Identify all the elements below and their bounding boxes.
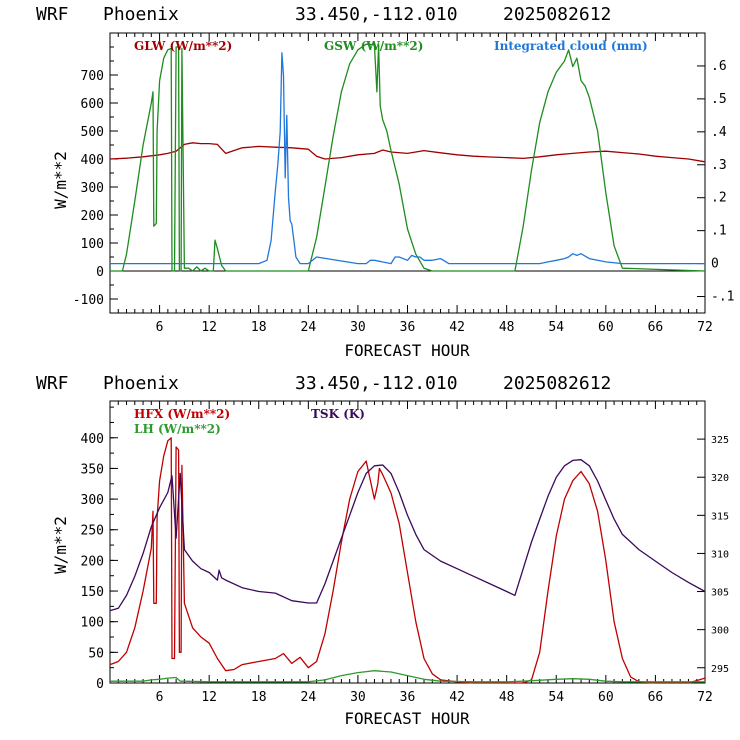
chart2-y-axis-label: W/m**2 bbox=[51, 516, 70, 574]
y2-tick-label: 305 bbox=[711, 588, 729, 599]
y-tick-label: 350 bbox=[81, 462, 104, 477]
y2-tick-label: 310 bbox=[711, 549, 729, 560]
x-tick-label: 60 bbox=[598, 690, 614, 705]
chart2-model-label: WRF bbox=[36, 373, 69, 394]
y2-tick-label: 295 bbox=[711, 664, 729, 675]
y2-tick-label: .2 bbox=[711, 191, 727, 206]
chart2-header: WRF Phoenix 33.450,-112.010 2025082612 bbox=[36, 373, 611, 394]
x-tick-label: 66 bbox=[648, 690, 664, 705]
y-tick-label: 0 bbox=[96, 265, 104, 280]
y-tick-label: 250 bbox=[81, 524, 104, 539]
x-tick-label: 60 bbox=[598, 320, 614, 335]
legend-lh: LH (W/m**2) bbox=[134, 422, 221, 436]
chart1-init-label: 2025082612 bbox=[503, 4, 611, 25]
y-tick-label: 200 bbox=[81, 554, 104, 569]
chart2-legend: HFX (W/m**2) LH (W/m**2) TSK (K) bbox=[134, 407, 365, 436]
y2-tick-label: 325 bbox=[711, 435, 729, 446]
y2-tick-label: 315 bbox=[711, 511, 729, 522]
chart1-x-axis-label: FORECAST HOUR bbox=[344, 341, 470, 360]
y-tick-label: 100 bbox=[81, 237, 104, 252]
y-tick-label: 150 bbox=[81, 585, 104, 600]
chart1-model-label: WRF bbox=[36, 4, 69, 25]
radiation-chart: 6 12 18 24 30 36 42 48 54 60 66 72 -100 0 100 200 300 400… bbox=[51, 32, 734, 360]
series-line-cloud bbox=[110, 52, 705, 265]
y-tick-label: 100 bbox=[81, 616, 104, 631]
legend-glw: GLW (W/m**2) bbox=[134, 39, 232, 53]
x-tick-label: 42 bbox=[449, 690, 465, 705]
legend-hfx: HFX (W/m**2) bbox=[134, 407, 230, 421]
y-tick-label: 500 bbox=[81, 125, 104, 140]
chart2-axes: 6 12 18 24 30 36 42 48 54 60 66 72 0 50 100 150 200 250 30… bbox=[81, 401, 729, 705]
y-tick-label: 200 bbox=[81, 209, 104, 224]
chart2-plot-frame bbox=[109, 400, 706, 684]
x-tick-label: 30 bbox=[350, 320, 366, 335]
y2-tick-label: 320 bbox=[711, 473, 729, 484]
chart1-y-axis-label: W/m**2 bbox=[51, 151, 70, 209]
y-tick-label: 50 bbox=[88, 646, 104, 661]
x-tick-label: 6 bbox=[156, 320, 164, 335]
series-line-tsk bbox=[109, 459, 706, 612]
legend-cloud: Integrated cloud (mm) bbox=[494, 39, 648, 53]
x-tick-label: 6 bbox=[156, 690, 164, 705]
y-tick-label: 0 bbox=[96, 677, 104, 692]
y2-tick-label: .5 bbox=[711, 92, 727, 107]
legend-gsw: GSW (W/m**2) bbox=[324, 39, 423, 53]
y2-tick-label: .4 bbox=[711, 125, 727, 140]
legend-tsk: TSK (K) bbox=[311, 407, 365, 421]
x-tick-label: 30 bbox=[350, 690, 366, 705]
y2-tick-label: .6 bbox=[711, 59, 727, 74]
chart1-station-label: Phoenix bbox=[103, 4, 179, 25]
x-tick-label: 24 bbox=[301, 690, 317, 705]
chart2-series bbox=[109, 437, 706, 684]
series-line-glw bbox=[109, 142, 706, 163]
y2-tick-label: .3 bbox=[711, 158, 727, 173]
y2-tick-label: 300 bbox=[711, 626, 729, 637]
x-tick-label: 66 bbox=[648, 320, 664, 335]
x-tick-label: 54 bbox=[548, 320, 564, 335]
chart1-series bbox=[109, 43, 706, 272]
x-tick-label: 48 bbox=[499, 320, 515, 335]
y-tick-label: 700 bbox=[81, 69, 104, 84]
x-tick-label: 18 bbox=[251, 320, 267, 335]
surface-flux-chart: 6 12 18 24 30 36 42 48 54 60 66 72 0 50 100 150 200 250 30… bbox=[51, 400, 729, 728]
x-tick-label: 18 bbox=[251, 690, 267, 705]
x-tick-label: 54 bbox=[548, 690, 564, 705]
y2-tick-label: .1 bbox=[711, 224, 727, 239]
y-tick-label: 400 bbox=[81, 432, 104, 447]
x-tick-label: 72 bbox=[697, 320, 713, 335]
x-tick-label: 48 bbox=[499, 690, 515, 705]
series-line-gsw bbox=[110, 43, 706, 272]
y2-tick-label: -.1 bbox=[711, 290, 734, 305]
chart2-init-label: 2025082612 bbox=[503, 373, 611, 394]
x-tick-label: 12 bbox=[201, 320, 217, 335]
y2-tick-label: 0 bbox=[711, 257, 719, 272]
x-tick-label: 36 bbox=[400, 690, 416, 705]
chart2-x-axis-label: FORECAST HOUR bbox=[344, 709, 470, 728]
chart2-station-label: Phoenix bbox=[103, 373, 179, 394]
x-tick-label: 24 bbox=[301, 320, 317, 335]
chart2-coords-label: 33.450,-112.010 bbox=[295, 373, 458, 394]
chart1-legend: GLW (W/m**2) GSW (W/m**2) Integrated clo… bbox=[134, 39, 648, 53]
y-tick-label: 400 bbox=[81, 153, 104, 168]
x-tick-label: 42 bbox=[449, 320, 465, 335]
chart1-header: WRF Phoenix 33.450,-112.010 2025082612 bbox=[36, 4, 611, 25]
y-tick-label: -100 bbox=[73, 293, 104, 308]
y-tick-label: 300 bbox=[81, 493, 104, 508]
x-tick-label: 72 bbox=[697, 690, 713, 705]
series-line-hfx bbox=[109, 437, 706, 684]
y-tick-label: 300 bbox=[81, 181, 104, 196]
chart1-axes: 6 12 18 24 30 36 42 48 54 60 66 72 -100 0 100 200 300 400… bbox=[73, 32, 734, 335]
chart1-coords-label: 33.450,-112.010 bbox=[295, 4, 458, 25]
series-line-lh bbox=[110, 670, 705, 683]
x-tick-label: 12 bbox=[201, 690, 217, 705]
x-tick-label: 36 bbox=[400, 320, 416, 335]
y-tick-label: 600 bbox=[81, 97, 104, 112]
